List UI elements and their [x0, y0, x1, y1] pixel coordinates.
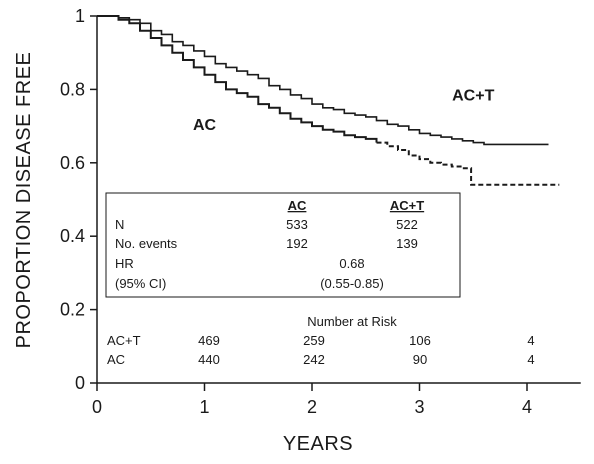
risk-value: 259 — [303, 333, 325, 348]
y-axis-title: PROPORTION DISEASE FREE — [13, 52, 35, 349]
series-line-ac-t — [97, 15, 549, 146]
series-line-ac-dashed — [376, 141, 560, 186]
table-row-label: N — [115, 217, 124, 232]
risk-value: 440 — [198, 352, 220, 367]
x-tick-label: 2 — [307, 397, 317, 417]
series-line-ac — [97, 15, 378, 143]
table-row-label: (95% CI) — [115, 276, 166, 291]
table-cell: 533 — [286, 217, 308, 232]
table-head-ac: AC — [288, 198, 307, 213]
y-tick-label: 0.2 — [60, 300, 85, 320]
table-cell: 0.68 — [339, 256, 364, 271]
risk-value: 4 — [527, 352, 534, 367]
risk-title: Number at Risk — [307, 314, 397, 329]
table-row-label: No. events — [115, 236, 178, 251]
risk-value: 90 — [413, 352, 427, 367]
series-label-act: AC+T — [452, 87, 494, 104]
x-tick-label: 4 — [522, 397, 532, 417]
x-tick-label: 0 — [92, 397, 102, 417]
risk-value: 469 — [198, 333, 220, 348]
table-row-label: HR — [115, 256, 134, 271]
x-axis-title: YEARS — [283, 433, 353, 455]
risk-value: 4 — [527, 333, 534, 348]
summary-table-border — [105, 192, 461, 298]
series-layer — [97, 15, 560, 186]
table-cell: 192 — [286, 236, 308, 251]
x-axis: 0 1 2 3 4 — [92, 382, 581, 417]
risk-row-label: AC+T — [107, 333, 141, 348]
y-tick-label: 0.4 — [60, 226, 85, 246]
risk-value: 106 — [409, 333, 431, 348]
table-cell: 522 — [396, 217, 418, 232]
number-at-risk: Number at Risk AC+T 469 259 106 4 AC 440… — [107, 314, 535, 367]
x-tick-label: 3 — [414, 397, 424, 417]
table-head-act: AC+T — [390, 198, 424, 213]
x-tick-label: 1 — [199, 397, 209, 417]
y-tick-label: 0.8 — [60, 79, 85, 99]
series-label-ac: AC — [193, 117, 217, 134]
y-tick-label: 0 — [75, 373, 85, 393]
table-cell: (0.55-0.85) — [320, 276, 384, 291]
y-tick-label: 0.6 — [60, 153, 85, 173]
table-cell: 139 — [396, 236, 418, 251]
risk-row-label: AC — [107, 352, 125, 367]
y-axis: 0 0.2 0.4 0.6 0.8 1 — [60, 6, 98, 393]
y-tick-label: 1 — [75, 6, 85, 26]
summary-table: AC AC+T N 533 522 No. events 192 139 HR … — [105, 192, 461, 298]
risk-value: 242 — [303, 352, 325, 367]
